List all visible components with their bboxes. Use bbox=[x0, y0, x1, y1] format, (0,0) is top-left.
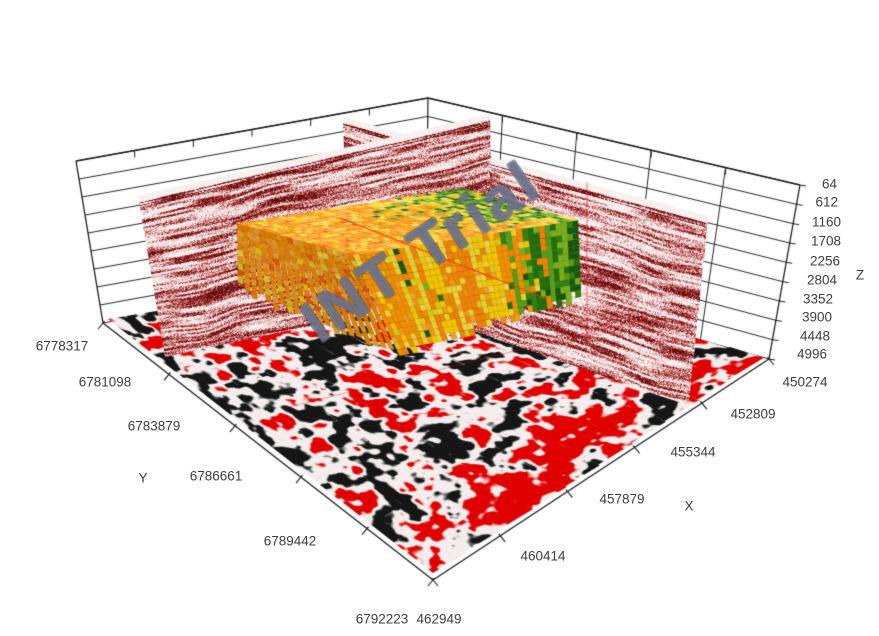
seismic-3d-viewport: 6778317 6781098 6783879 6786661 6789442 … bbox=[0, 0, 879, 636]
seismic-3d-scene-canvas[interactable] bbox=[0, 0, 879, 636]
